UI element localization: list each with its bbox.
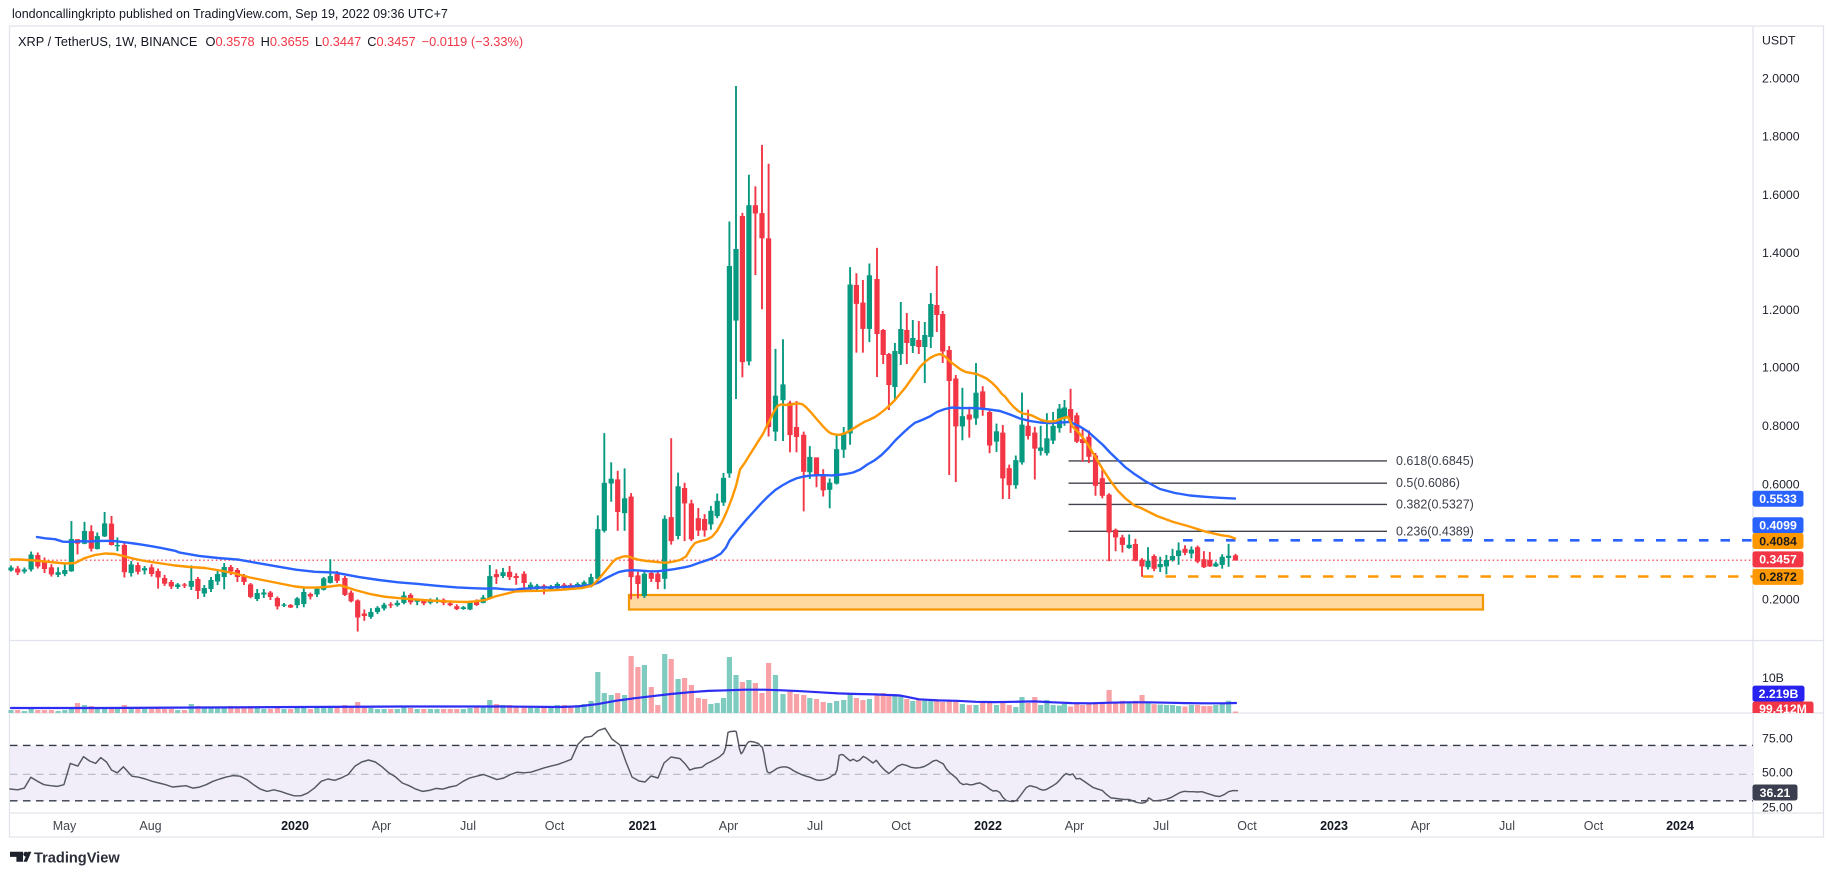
svg-text:0.382(0.5327): 0.382(0.5327) xyxy=(1396,497,1474,511)
svg-text:TradingView: TradingView xyxy=(34,851,120,867)
svg-text:0.618(0.6845): 0.618(0.6845) xyxy=(1396,454,1474,468)
svg-text:25.00: 25.00 xyxy=(1762,801,1793,815)
svg-text:Jul: Jul xyxy=(1153,819,1169,833)
svg-text:1.2000: 1.2000 xyxy=(1762,303,1800,317)
svg-text:2024: 2024 xyxy=(1666,819,1694,833)
svg-text:Jul: Jul xyxy=(1499,819,1515,833)
svg-text:1.0000: 1.0000 xyxy=(1762,361,1800,375)
svg-text:Oct: Oct xyxy=(545,819,565,833)
svg-text:Oct: Oct xyxy=(891,819,911,833)
svg-text:0.4084: 0.4084 xyxy=(1759,534,1797,548)
svg-text:99.412M: 99.412M xyxy=(1759,702,1807,716)
svg-text:0.5533: 0.5533 xyxy=(1759,492,1797,506)
svg-text:0.5(0.6086): 0.5(0.6086) xyxy=(1396,476,1460,490)
svg-text:0.8000: 0.8000 xyxy=(1762,419,1800,433)
svg-text:Jul: Jul xyxy=(807,819,823,833)
svg-text:May: May xyxy=(53,819,77,833)
svg-text:2020: 2020 xyxy=(281,819,309,833)
svg-text:USDT: USDT xyxy=(1762,34,1796,48)
svg-text:0.2872: 0.2872 xyxy=(1759,570,1797,584)
svg-text:Oct: Oct xyxy=(1237,819,1257,833)
svg-text:0.3457: 0.3457 xyxy=(1759,553,1797,567)
svg-text:2.0000: 2.0000 xyxy=(1762,72,1800,86)
svg-text:0.236(0.4389): 0.236(0.4389) xyxy=(1396,524,1474,538)
svg-text:0.4099: 0.4099 xyxy=(1759,519,1797,533)
svg-text:Apr: Apr xyxy=(372,819,391,833)
svg-text:Apr: Apr xyxy=(719,819,738,833)
svg-text:londoncallingkripto published: londoncallingkripto published on Trading… xyxy=(12,7,448,21)
svg-text:2.219B: 2.219B xyxy=(1759,687,1799,701)
svg-text:2022: 2022 xyxy=(974,819,1002,833)
svg-text:2023: 2023 xyxy=(1320,819,1348,833)
svg-text:36.21: 36.21 xyxy=(1760,786,1791,800)
svg-text:50.00: 50.00 xyxy=(1762,766,1793,780)
svg-text:2021: 2021 xyxy=(629,819,657,833)
svg-text:Aug: Aug xyxy=(139,819,161,833)
svg-text:75.00: 75.00 xyxy=(1762,731,1793,745)
svg-text:1.4000: 1.4000 xyxy=(1762,246,1800,260)
svg-text:Oct: Oct xyxy=(1584,819,1604,833)
svg-text:10B: 10B xyxy=(1762,671,1784,685)
svg-text:1.8000: 1.8000 xyxy=(1762,130,1800,144)
svg-text:0.2000: 0.2000 xyxy=(1762,593,1800,607)
svg-text:Apr: Apr xyxy=(1065,819,1084,833)
svg-text:Apr: Apr xyxy=(1411,819,1430,833)
svg-text:1.6000: 1.6000 xyxy=(1762,188,1800,202)
svg-text:0.6000: 0.6000 xyxy=(1762,478,1800,492)
svg-text:Jul: Jul xyxy=(460,819,476,833)
